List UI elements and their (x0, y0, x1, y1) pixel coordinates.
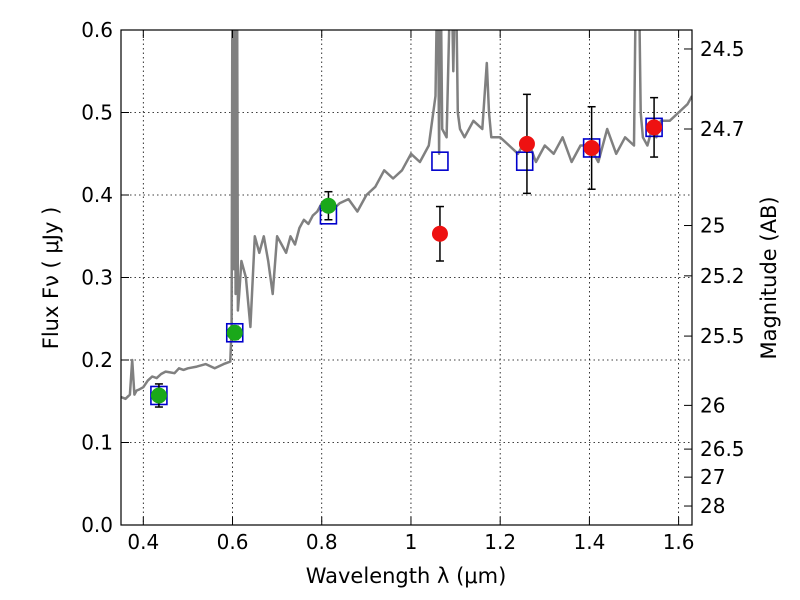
x-axis-title: Wavelength λ (μm) (306, 564, 507, 588)
y-tick-label: 0.5 (81, 101, 113, 125)
right-axis-title: Magnitude (AB) (757, 196, 781, 359)
x-tick-label: 1 (405, 530, 418, 554)
grid (121, 30, 692, 525)
right-tick-label: 24.5 (700, 37, 745, 61)
model-square-marker (431, 151, 449, 171)
y-axis-title: Flux Fν ( μJy ) (39, 207, 63, 350)
x-tick-label: 0.6 (217, 530, 249, 554)
nir-data-point (518, 135, 535, 152)
right-tick-label: 25 (700, 214, 725, 238)
nir-data-point (583, 139, 600, 156)
x-tick-label: 1.4 (573, 530, 605, 554)
optical-data-point (150, 387, 167, 404)
tick-labels: 0.4 0.6 0.8 1 1.2 1.4 1.6 0.0 0.1 0.2 0.3 0.4 0.5 0.6… (81, 18, 744, 554)
y-tick-label: 0.6 (81, 18, 113, 42)
right-tick-label: 27 (700, 465, 725, 489)
y-tick-label: 0.4 (81, 183, 113, 207)
right-tick-label: 26 (700, 393, 725, 417)
y-tick-label: 0.3 (81, 266, 113, 290)
plot-area (121, 30, 692, 408)
x-tick-label: 0.8 (306, 530, 338, 554)
marker-layer (150, 93, 663, 408)
optical-data-point (226, 324, 243, 341)
y-tick-label: 0.1 (81, 431, 113, 455)
nir-data-point (431, 225, 448, 242)
optical-data-point (320, 197, 337, 214)
right-tick-label: 26.5 (700, 437, 745, 461)
spectrum-line (121, 30, 692, 401)
y-tick-label: 0.2 (81, 348, 113, 372)
y-tick-label: 0.0 (81, 513, 113, 537)
right-tick-label: 24.7 (700, 117, 745, 141)
model-square-marker (515, 151, 534, 171)
right-tick-label: 28 (700, 494, 725, 518)
x-tick-label: 1.6 (663, 530, 695, 554)
right-tick-label: 25.2 (700, 264, 745, 288)
x-tick-label: 1.2 (484, 530, 516, 554)
right-tick-label: 25.5 (700, 324, 745, 348)
nir-data-point (646, 119, 663, 136)
x-tick-label: 0.4 (127, 530, 159, 554)
ticks (121, 29, 692, 526)
spectrum-layer (121, 30, 692, 401)
